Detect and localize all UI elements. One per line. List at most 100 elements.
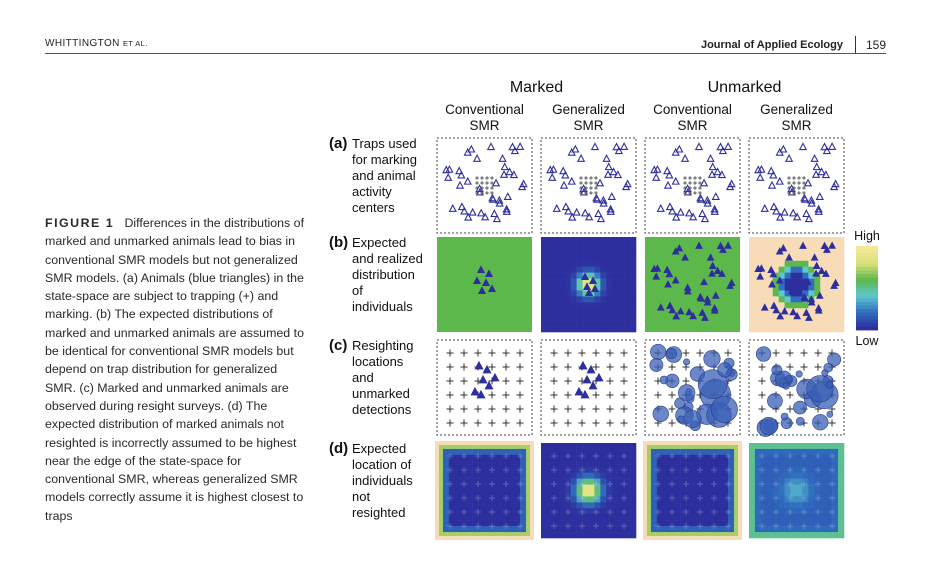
- trap-plus: [565, 467, 571, 473]
- heat-cell: [588, 472, 595, 479]
- animal-triangle: [827, 142, 837, 150]
- heat-cell: [478, 514, 485, 521]
- heat-cell: [692, 448, 699, 456]
- heat-cell: [674, 460, 681, 468]
- heat-cell: [645, 496, 652, 503]
- heat-cell: [796, 278, 803, 285]
- trap-plus: [792, 176, 796, 180]
- heat-cell: [570, 272, 577, 279]
- heat-cell: [754, 326, 762, 333]
- heat-cell: [698, 496, 705, 503]
- heat-cell: [796, 502, 803, 509]
- animal-triangle: [814, 206, 823, 215]
- heat-cell: [460, 520, 467, 527]
- trap-plus: [565, 523, 571, 529]
- heat-cell: [710, 478, 717, 485]
- trap-plus: [551, 495, 557, 501]
- heat-cell: [680, 508, 687, 515]
- heat-cell: [502, 478, 509, 485]
- trap-plus: [725, 481, 731, 487]
- heat-cell: [790, 466, 797, 473]
- heat-cell: [558, 490, 566, 497]
- detection-bubble: [806, 375, 834, 403]
- heat-cell: [698, 532, 705, 539]
- heat-cell: [826, 242, 833, 250]
- trap-plus: [797, 181, 801, 185]
- animal-triangle: [477, 208, 486, 217]
- heat-cell: [618, 248, 625, 256]
- heat-cell: [564, 266, 571, 273]
- colorbar-segment: [856, 305, 878, 310]
- heat-cell: [496, 472, 503, 479]
- heat-cell: [564, 290, 571, 297]
- heat-cell: [820, 466, 827, 473]
- heat-cell: [784, 472, 791, 479]
- heat-cell: [576, 284, 583, 291]
- heat-cell: [814, 296, 821, 303]
- heat-cell: [546, 296, 554, 303]
- animal-triangle: [700, 214, 710, 223]
- animal-triangle: [457, 170, 466, 179]
- heat-cell: [796, 272, 803, 279]
- heat-cell: [630, 478, 637, 485]
- animal-triangle: [820, 142, 829, 151]
- trap-plus: [815, 495, 821, 501]
- heat-cell: [490, 478, 497, 485]
- heat-cell: [558, 314, 566, 321]
- heat-cell: [588, 520, 595, 527]
- heat-cell: [490, 472, 497, 479]
- heat-cell: [674, 514, 681, 521]
- heat-cell: [814, 478, 821, 485]
- colorbar-segment: [856, 298, 878, 303]
- trap-plus: [594, 191, 598, 195]
- heat-cell: [686, 478, 693, 485]
- animal-triangle: [689, 311, 698, 320]
- heat-cell: [541, 308, 548, 315]
- heat-cell: [778, 266, 785, 273]
- animal-triangle: [800, 194, 810, 203]
- trap-plus: [550, 391, 558, 399]
- heat-cell: [570, 314, 577, 321]
- heat-cell: [472, 496, 479, 503]
- heat-cell: [674, 502, 681, 509]
- heat-cell: [630, 266, 637, 273]
- animal-triangle: [656, 303, 665, 311]
- heat-cell: [606, 448, 613, 456]
- heat-cell: [600, 284, 607, 291]
- heat-cell: [520, 478, 527, 485]
- heat-cell: [820, 278, 827, 285]
- heat-cell: [698, 466, 705, 473]
- heat-cell: [826, 466, 833, 473]
- animal-triangle: [711, 291, 720, 299]
- heat-cell: [618, 302, 625, 309]
- heat-cell: [838, 496, 845, 503]
- heat-cell: [784, 284, 791, 291]
- heat-cell: [838, 314, 845, 321]
- column-header-3: Generalized: [760, 102, 833, 117]
- trap-plus: [446, 405, 454, 413]
- heat-cell: [484, 448, 491, 456]
- heat-cell: [668, 472, 675, 479]
- heat-cell: [618, 526, 625, 533]
- heat-cell: [466, 490, 473, 497]
- heat-cell: [754, 320, 762, 327]
- heat-cell: [618, 514, 625, 521]
- animal-triangle: [802, 308, 811, 316]
- heat-cell: [576, 490, 583, 497]
- heat-cell: [784, 290, 791, 297]
- heat-cell: [508, 478, 515, 485]
- animal-triangle: [810, 153, 819, 162]
- heat-cell: [754, 532, 762, 539]
- trap-plus: [620, 363, 628, 371]
- trap-plus: [693, 191, 697, 195]
- heat-cell: [520, 466, 527, 473]
- heat-cell: [692, 496, 699, 503]
- trap-plus: [550, 419, 558, 427]
- animal-triangle: [606, 204, 615, 213]
- trap-plus: [688, 191, 692, 195]
- heat-cell: [656, 448, 664, 456]
- heat-cell: [484, 502, 491, 509]
- heat-cell: [710, 508, 717, 515]
- trap-plus: [792, 186, 796, 190]
- heat-cell: [645, 520, 652, 527]
